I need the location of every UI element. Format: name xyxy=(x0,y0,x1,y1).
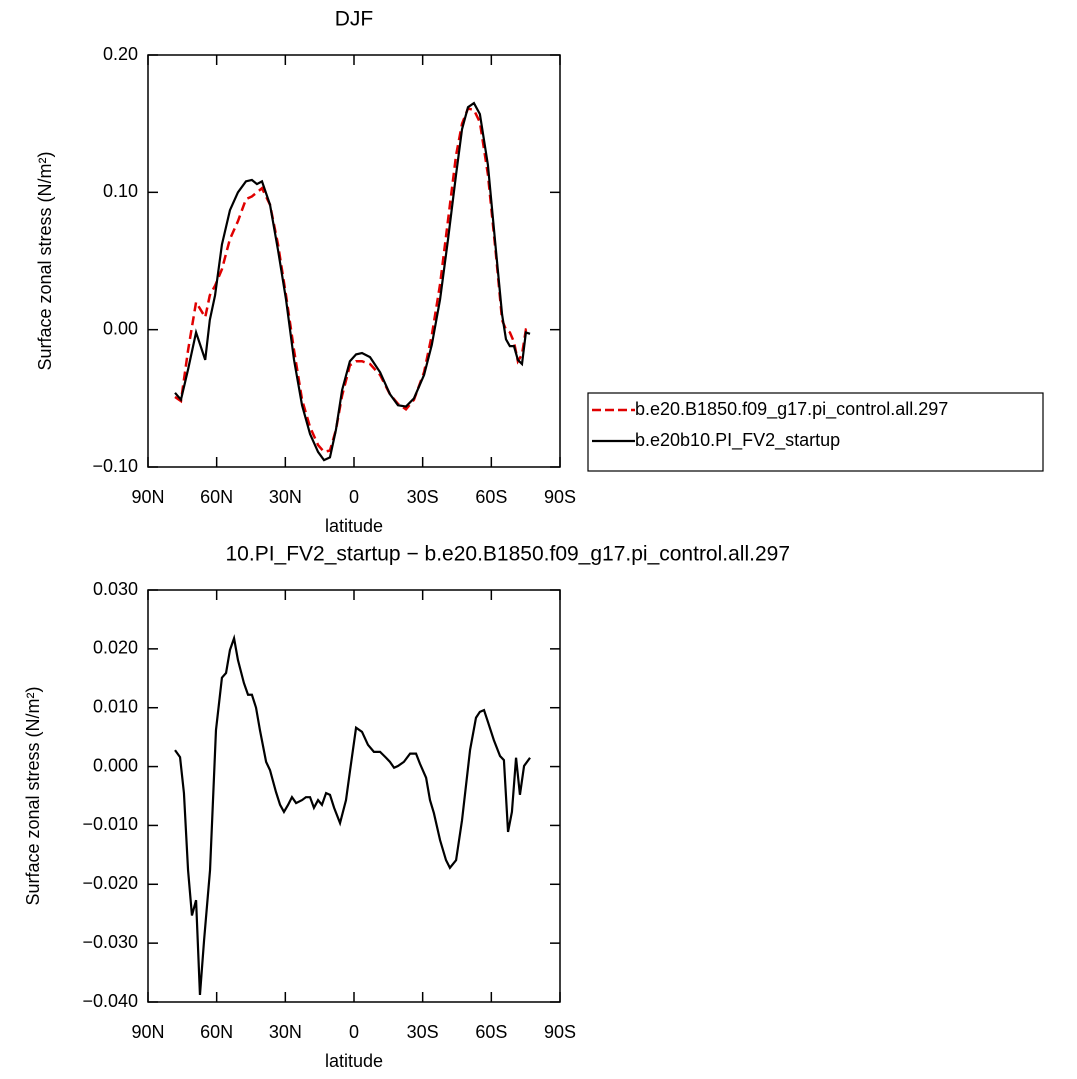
x-tick-label: 90N xyxy=(131,487,164,507)
y-tick-label: −0.030 xyxy=(82,932,138,952)
y-tick-label: 0.10 xyxy=(103,181,138,201)
y-tick-label: −0.040 xyxy=(82,991,138,1011)
x-tick-label: 30N xyxy=(269,1022,302,1042)
chart-title: DJF xyxy=(335,8,374,31)
plot-frame xyxy=(147,589,561,1003)
legend-label: b.e20b10.PI_FV2_startup xyxy=(635,430,840,451)
y-tick-label: 0.20 xyxy=(103,44,138,64)
y-tick-label: 0.000 xyxy=(93,755,138,775)
data-line xyxy=(174,107,531,454)
data-line xyxy=(174,101,531,462)
x-tick-label: 0 xyxy=(349,1022,359,1042)
x-tick-label: 60N xyxy=(200,487,233,507)
x-tick-label: 30N xyxy=(269,487,302,507)
legend-box xyxy=(587,392,1044,472)
x-tick-label: 30S xyxy=(407,1022,439,1042)
y-tick-label: 0.010 xyxy=(93,696,138,716)
y-tick-label: 0.030 xyxy=(93,579,138,599)
plot-frame xyxy=(147,54,561,468)
y-tick-label: 0.020 xyxy=(93,638,138,658)
y-tick-label: 0.00 xyxy=(103,318,138,338)
x-tick-label: 30S xyxy=(407,487,439,507)
x-tick-label: 60S xyxy=(475,487,507,507)
x-axis-label: latitude xyxy=(325,1051,383,1071)
x-axis-label: latitude xyxy=(325,516,383,536)
x-tick-label: 60N xyxy=(200,1022,233,1042)
y-tick-label: −0.10 xyxy=(92,456,138,476)
chart-title: 10.PI_FV2_startup − b.e20.B1850.f09_g17.… xyxy=(226,543,791,566)
data-line xyxy=(174,633,531,996)
x-tick-label: 0 xyxy=(349,487,359,507)
x-tick-label: 90S xyxy=(544,487,576,507)
y-tick-label: −0.020 xyxy=(82,873,138,893)
y-axis-label: Surface zonal stress (N/m²) xyxy=(23,686,43,905)
x-tick-label: 90S xyxy=(544,1022,576,1042)
y-tick-label: −0.010 xyxy=(82,814,138,834)
legend-label: b.e20.B1850.f09_g17.pi_control.all.297 xyxy=(635,399,948,420)
y-axis-label: Surface zonal stress (N/m²) xyxy=(35,151,55,370)
x-tick-label: 90N xyxy=(131,1022,164,1042)
x-tick-label: 60S xyxy=(475,1022,507,1042)
